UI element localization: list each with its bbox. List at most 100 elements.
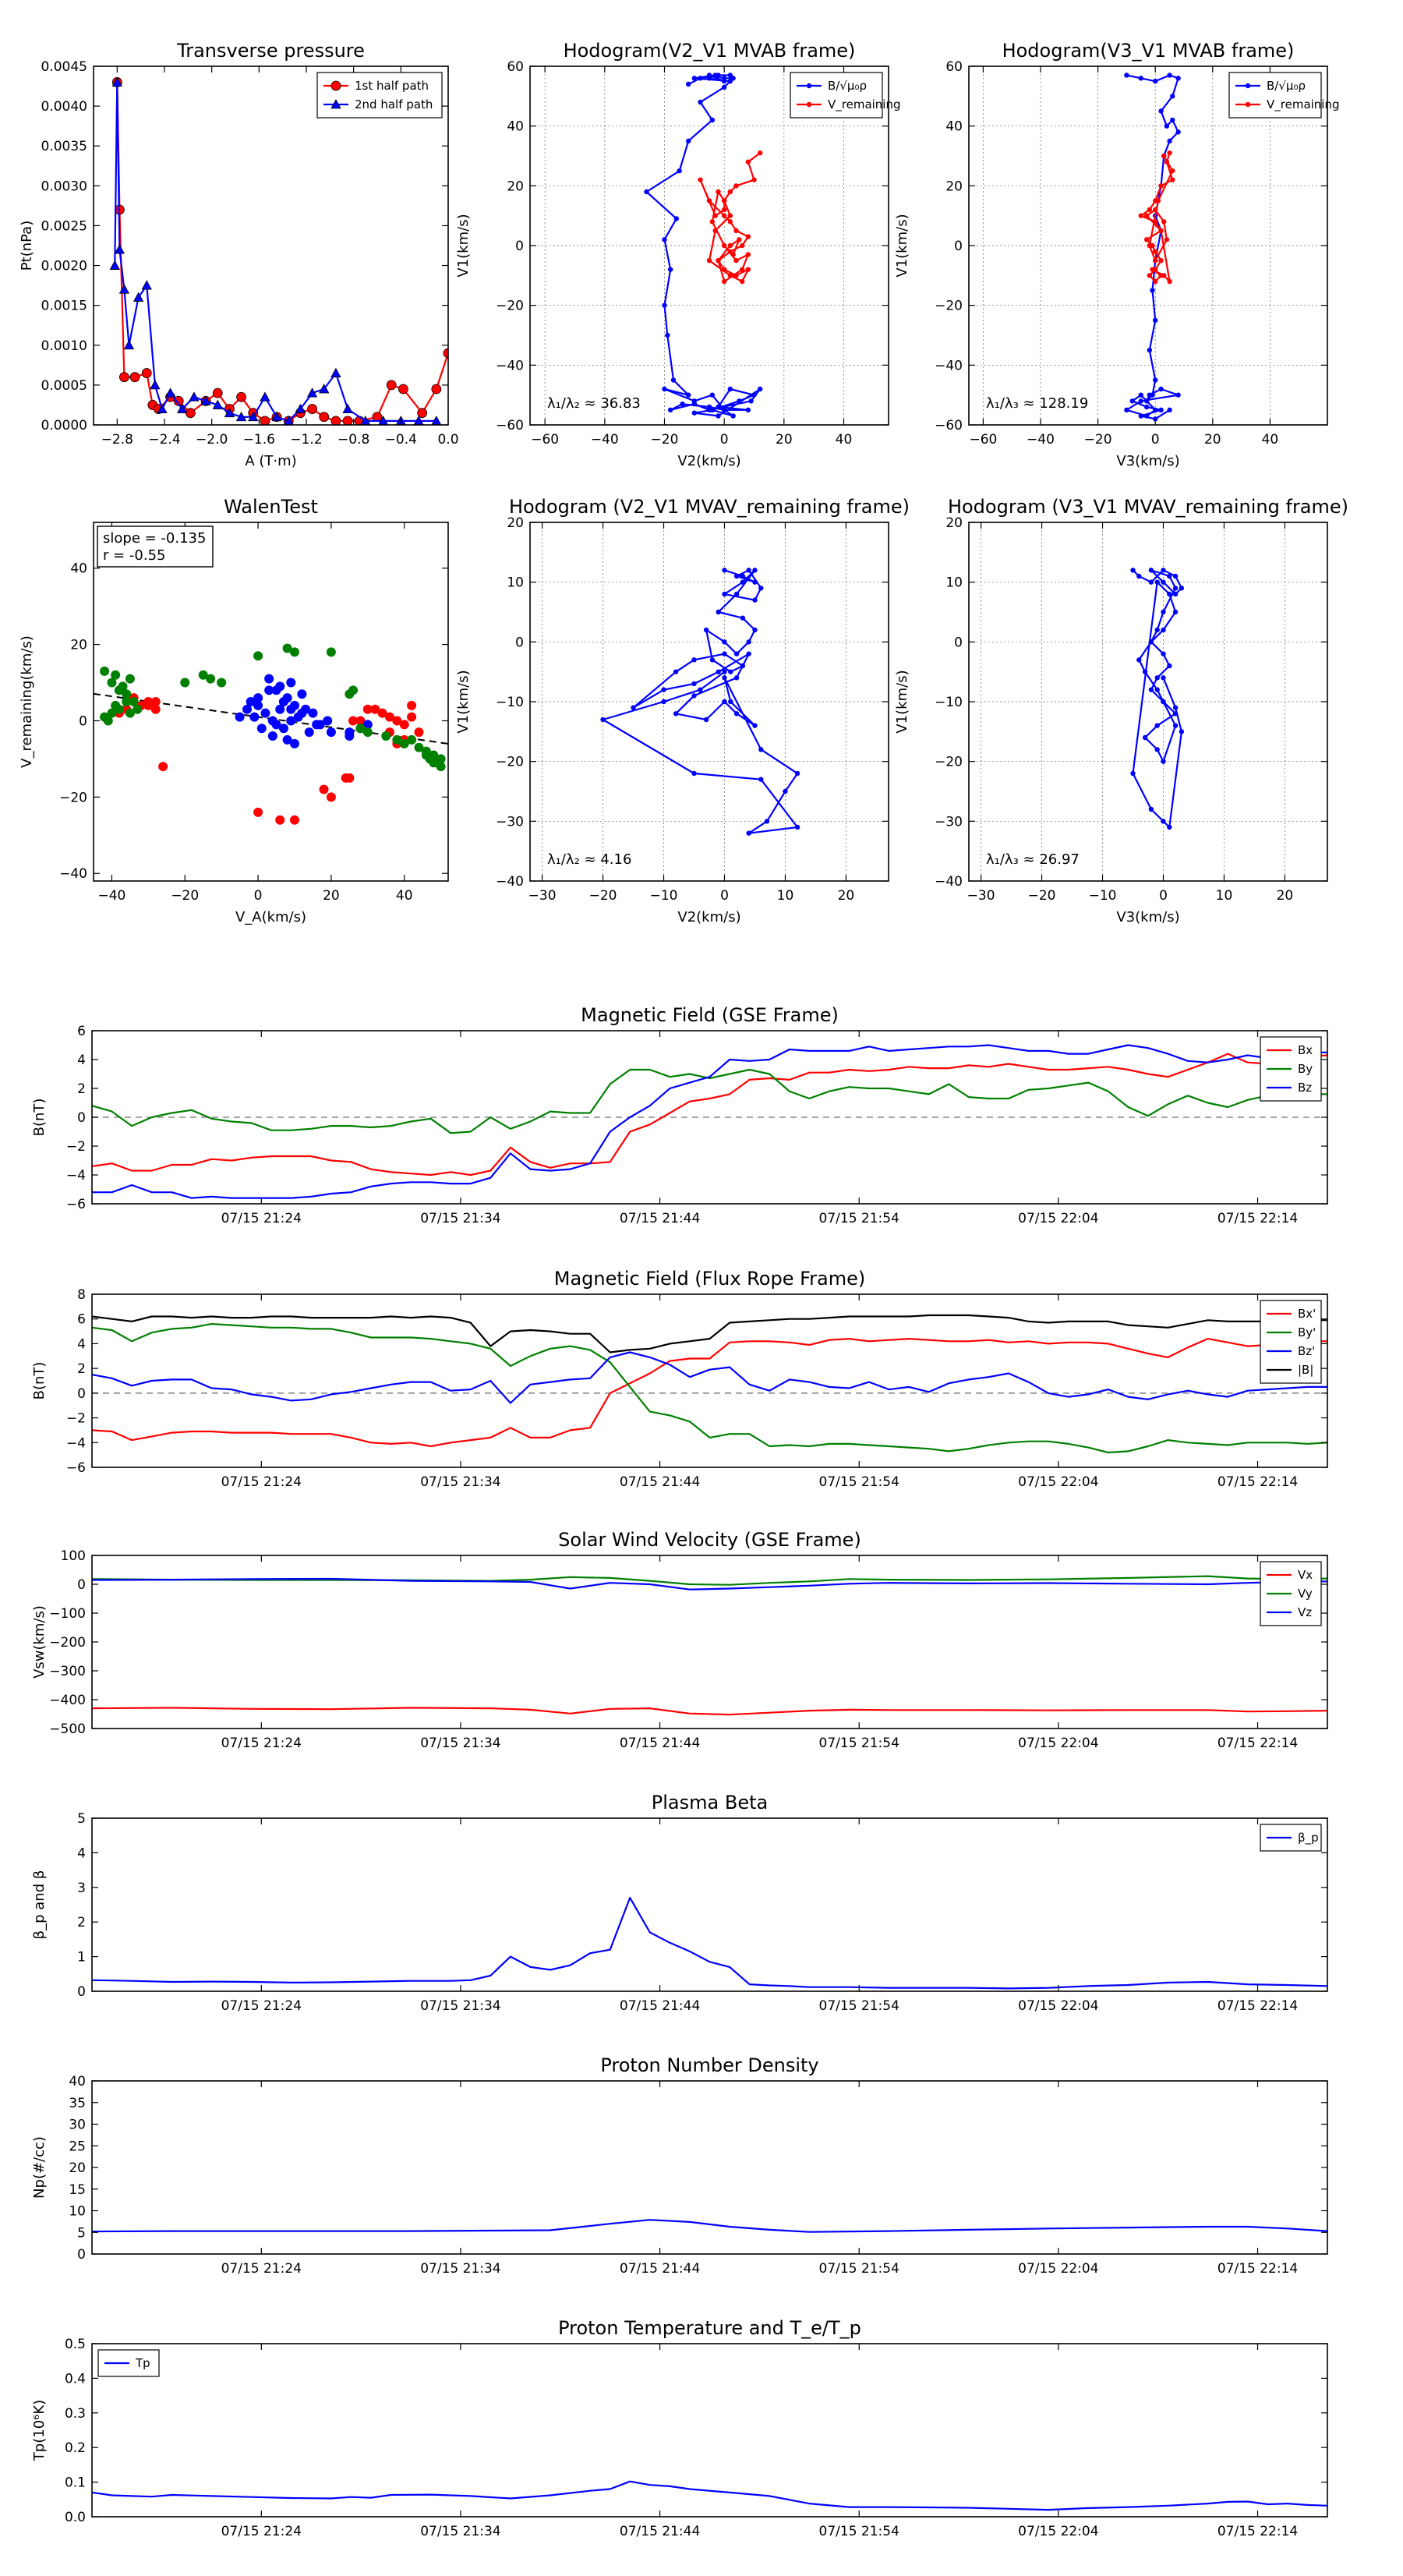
x-tick-label: 0 <box>720 432 729 448</box>
x-tick-label: 07/15 22:04 <box>1018 1998 1098 2014</box>
data-point <box>1148 687 1154 692</box>
x-tick-label: 20 <box>1277 888 1294 904</box>
data-point <box>355 724 366 734</box>
data-point <box>1154 687 1160 692</box>
data-point <box>1143 413 1150 419</box>
data-point <box>739 242 745 249</box>
y-tick-label: 4 <box>77 1336 86 1352</box>
plot-frame <box>91 1817 1328 1992</box>
x-tick-label: −10 <box>1089 888 1117 904</box>
y-tick-label: 35 <box>69 2096 86 2111</box>
data-point <box>1138 398 1144 404</box>
legend-label: Vx <box>1298 1568 1313 1582</box>
data-point <box>631 705 636 710</box>
y-tick-label: 40 <box>70 561 87 577</box>
data-point <box>698 99 703 105</box>
x-tick-label: 07/15 21:44 <box>620 1211 700 1226</box>
x-tick-label: 0 <box>254 888 263 904</box>
data-point <box>722 675 727 681</box>
y-tick-label: 0.3 <box>65 2406 86 2422</box>
data-point <box>264 685 274 695</box>
data-point <box>1158 407 1164 413</box>
data-point <box>355 716 366 726</box>
y-axis-label: Pt(nPa) <box>19 221 35 271</box>
data-point <box>118 681 128 692</box>
y-tick-label: 0.0025 <box>41 218 87 234</box>
data-point <box>1167 663 1172 669</box>
data-point <box>297 689 307 699</box>
y-tick-label: 0 <box>954 239 963 254</box>
data-point <box>1148 639 1154 645</box>
data-point <box>722 639 727 645</box>
legend-label: Tp <box>135 2356 150 2370</box>
data-point <box>1167 278 1172 285</box>
data-point <box>275 815 285 825</box>
y-tick-label: −30 <box>935 814 963 830</box>
data-point <box>421 750 431 760</box>
chart-bgse: Magnetic Field (GSE Frame) 07/15 21:24 07/… <box>31 1004 1328 1226</box>
x-tick-label: 07/15 21:34 <box>420 1998 500 2014</box>
data-point <box>1158 228 1164 234</box>
legend-label: |B| <box>1298 1363 1313 1377</box>
x-tick-label: 07/15 22:14 <box>1217 1998 1298 2014</box>
data-point <box>392 734 402 745</box>
series-line-0 <box>602 569 799 834</box>
legend-label: Bz <box>1298 1081 1312 1095</box>
data-point <box>326 792 336 802</box>
data-point <box>728 699 733 705</box>
data-point <box>1164 123 1170 129</box>
data-point <box>1170 177 1175 182</box>
data-point <box>1158 386 1164 392</box>
data-point <box>703 627 709 633</box>
data-point <box>698 687 703 692</box>
data-point <box>1172 591 1179 597</box>
data-point <box>709 657 716 663</box>
data-point <box>264 674 274 684</box>
data-point <box>1172 705 1179 710</box>
y-tick-label: −4 <box>66 1435 86 1451</box>
x-tick-label: 07/15 22:04 <box>1018 1211 1098 1226</box>
x-tick-label: 20 <box>323 888 340 904</box>
data-point <box>114 244 125 254</box>
series-line-0 <box>116 82 448 423</box>
data-point <box>212 387 223 398</box>
data-point <box>1147 273 1153 278</box>
y-tick-label: 15 <box>69 2182 86 2198</box>
x-tick-label: −20 <box>589 888 617 904</box>
data-point <box>1164 237 1170 242</box>
plot-frame <box>91 1555 1328 1729</box>
y-tick-label: 5 <box>77 1811 86 1827</box>
data-point <box>286 716 296 726</box>
data-point <box>721 84 727 90</box>
y-tick-label: 0 <box>77 1386 86 1402</box>
y-tick-label: −200 <box>49 1635 86 1651</box>
data-point <box>414 727 424 738</box>
x-tick-label: 10 <box>1216 888 1233 904</box>
data-point <box>746 830 751 836</box>
data-point <box>1179 586 1185 591</box>
y-tick-label: 40 <box>945 119 963 135</box>
data-point <box>667 407 673 413</box>
y-tick-label: 0 <box>77 1577 86 1593</box>
data-point <box>429 750 439 760</box>
stats-line: slope = -0.135 <box>103 530 206 547</box>
legend: β_p <box>1260 1824 1322 1852</box>
data-point <box>1153 207 1158 213</box>
chart-tp2: Proton Temperature and T_e/T_p 07/15 21:2… <box>31 2317 1328 2539</box>
x-tick-label: 07/15 21:24 <box>221 1998 302 2014</box>
data-point <box>739 267 745 272</box>
y-tick-label: 0 <box>77 1110 86 1126</box>
data-point <box>253 651 263 661</box>
y-axis-label: V1(km/s) <box>455 670 472 733</box>
x-tick-label: 07/15 21:54 <box>819 1736 899 1751</box>
data-point <box>260 391 270 402</box>
y-tick-label: −10 <box>935 695 963 710</box>
x-tick-label: −20 <box>651 432 679 448</box>
data-point <box>271 720 281 730</box>
data-point <box>278 697 288 706</box>
chart-beta: Plasma Beta 07/15 21:24 07/15 21:34 07/15 2… <box>31 1792 1328 2014</box>
data-point <box>733 183 739 189</box>
x-axis-label: V3(km/s) <box>1116 453 1179 469</box>
x-tick-label: −2.0 <box>196 432 228 448</box>
x-tick-label: 20 <box>776 432 793 448</box>
